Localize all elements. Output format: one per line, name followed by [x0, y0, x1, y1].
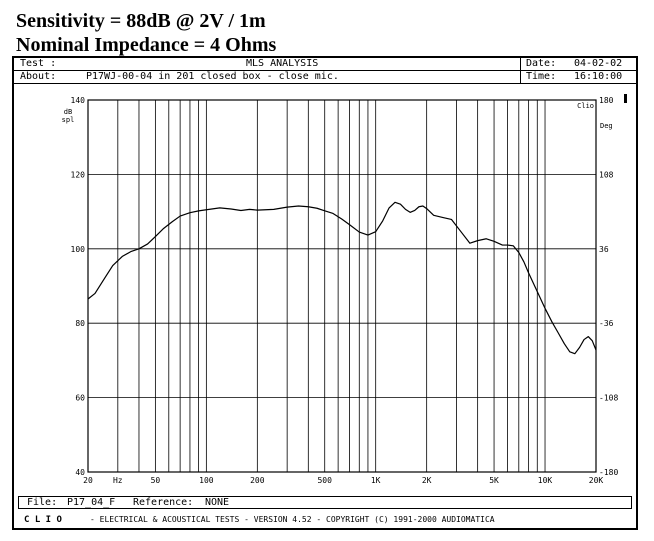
- brand-label: C L I O: [24, 515, 62, 525]
- header-row-about: About: P17WJ-00-04 in 201 closed box - c…: [14, 71, 636, 84]
- x-tick-label: 5K: [489, 476, 499, 485]
- x-tick-label: 100: [199, 476, 214, 485]
- y-tick-label: 120: [71, 170, 86, 179]
- y2-tick-label: -108: [599, 394, 618, 403]
- y2-tick-label: 36: [599, 245, 609, 254]
- y2-tick-label: 108: [599, 170, 614, 179]
- axis-labels: 20 Hz 50 100 200 500 1K 2K 5K 10K 20K 40 60 80 100 120 1…: [62, 94, 627, 485]
- header-row-test: Test : MLS ANALYSIS Date: 04-02-02: [14, 58, 636, 71]
- y2-tick-label: -180: [599, 468, 618, 477]
- sensitivity-heading: Sensitivity = 88dB @ 2V / 1m: [16, 10, 266, 32]
- spl-response-line: [87, 201, 597, 355]
- time-value: 16:10:00: [574, 71, 623, 82]
- file-bar: File: P17_04_F Reference: NONE: [18, 496, 632, 509]
- footer: C L I O - ELECTRICAL & ACOUSTICAL TESTS …: [18, 513, 632, 527]
- file-value: P17_04_F: [67, 497, 116, 508]
- series-layer: [87, 201, 597, 355]
- cursor-marker: [624, 94, 627, 103]
- date-value: 04-02-02: [574, 58, 623, 69]
- reference-label: Reference:: [133, 497, 194, 508]
- about-label: About:: [20, 71, 57, 82]
- x-tick-label: 1K: [371, 476, 381, 485]
- frequency-response-chart: 20 Hz 50 100 200 500 1K 2K 5K 10K 20K 40 60 80 100 120 1…: [62, 94, 627, 485]
- x-tick-label: 500: [317, 476, 332, 485]
- y-tick-label: 140: [71, 96, 86, 105]
- clio-tag: Clio: [577, 102, 594, 110]
- footer-text: - ELECTRICAL & ACOUSTICAL TESTS - VERSIO…: [90, 515, 495, 524]
- reference-value: NONE: [205, 497, 230, 508]
- x-tick-label: 20K: [589, 476, 604, 485]
- plot-border: [87, 99, 597, 473]
- y-tick-label: 40: [75, 468, 85, 477]
- test-label: Test :: [20, 58, 57, 69]
- file-label: File:: [27, 497, 58, 508]
- analysis-title: MLS ANALYSIS: [246, 58, 319, 69]
- time-label: Time:: [526, 71, 557, 82]
- y2-axis-label: Deg: [600, 122, 613, 130]
- x-tick-label: 200: [250, 476, 265, 485]
- y2-tick-label: -36: [599, 319, 614, 328]
- y-axis-label-unit: spl: [62, 116, 75, 124]
- y-axis-label: dB: [64, 108, 72, 116]
- grid: [87, 99, 597, 473]
- about-value: P17WJ-00-04 in 201 closed box - close mi…: [86, 71, 339, 82]
- y-tick-label: 80: [75, 319, 85, 328]
- x-tick-label: Hz: [113, 476, 123, 485]
- x-tick-label: 20: [83, 476, 93, 485]
- x-tick-label: 50: [151, 476, 161, 485]
- date-label: Date:: [526, 58, 557, 69]
- y-tick-label: 100: [71, 245, 86, 254]
- clio-window: Test : MLS ANALYSIS Date: 04-02-02 About…: [12, 56, 638, 530]
- impedance-heading: Nominal Impedance = 4 Ohms: [16, 34, 277, 56]
- y-tick-label: 60: [75, 394, 85, 403]
- x-tick-label: 10K: [538, 476, 553, 485]
- header-divider: [520, 58, 521, 84]
- x-tick-label: 2K: [422, 476, 432, 485]
- y2-tick-label: 180: [599, 96, 614, 105]
